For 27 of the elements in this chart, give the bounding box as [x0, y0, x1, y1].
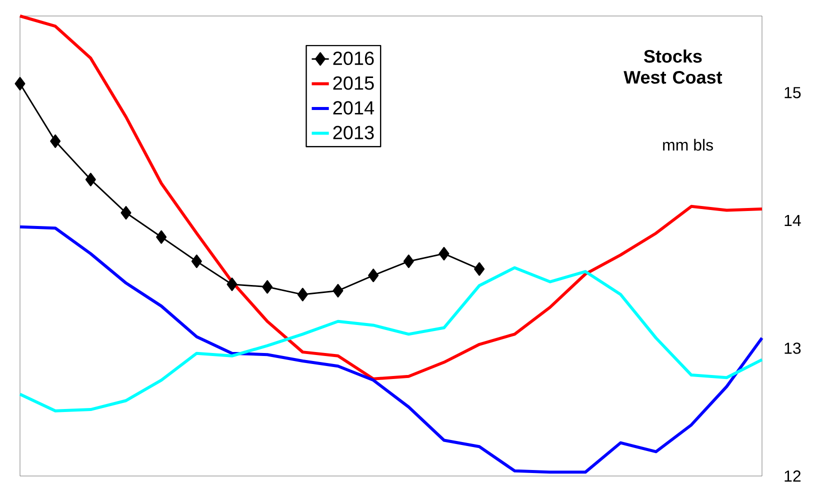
- y-tick-label: 12: [784, 470, 801, 482]
- point: [120, 206, 132, 220]
- legend-label: 2014: [333, 101, 374, 115]
- point: [85, 172, 96, 186]
- y-tick-label: 14: [784, 214, 801, 226]
- text: Stocks West Coast: [624, 49, 722, 84]
- point: [474, 262, 485, 276]
- annotation: mm bls: [663, 138, 713, 151]
- point: [332, 284, 344, 298]
- y-tick-label: 13: [784, 342, 801, 354]
- point: [368, 268, 379, 282]
- point: [403, 254, 414, 268]
- point: [50, 134, 61, 148]
- point: [156, 230, 167, 244]
- legend-label: 2015: [333, 76, 374, 90]
- line-series: [18, 266, 764, 412]
- y-tick-label: 15: [784, 87, 801, 98]
- point: [297, 288, 308, 302]
- point: [191, 254, 202, 268]
- legend-label: 2013: [333, 126, 374, 140]
- point: [226, 278, 238, 292]
- line-series: [18, 225, 764, 474]
- legend-label: 2016: [333, 52, 374, 66]
- point: [438, 246, 450, 260]
- point: [262, 280, 273, 294]
- point: [14, 76, 26, 90]
- line-series: [18, 14, 764, 380]
